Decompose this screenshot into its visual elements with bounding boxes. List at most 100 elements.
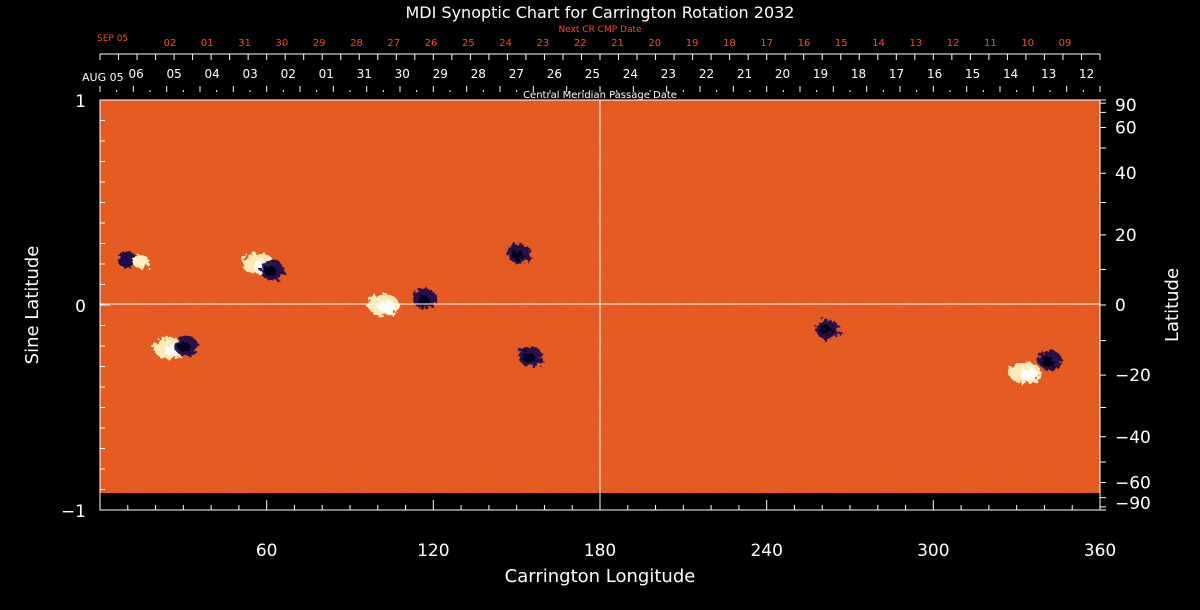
x-tick-label: 60 bbox=[256, 541, 278, 561]
negative-polarity-core bbox=[819, 325, 832, 336]
positive-polarity-core bbox=[1020, 368, 1038, 381]
positive-polarity-patch bbox=[133, 254, 150, 269]
x-axis: 60 120 180 240 300 360 bbox=[99, 500, 1116, 561]
y-right-tick-label: −90 bbox=[1115, 494, 1151, 514]
next-cr-start-label: SEP 05 bbox=[97, 34, 128, 44]
cmp-date-label: 17 bbox=[889, 67, 904, 81]
next-cr-date-label: 14 bbox=[872, 38, 885, 49]
cmp-date-label: 16 bbox=[927, 67, 942, 81]
negative-polarity-core bbox=[264, 266, 277, 277]
y-right-tick-label: −40 bbox=[1115, 428, 1151, 448]
next-cr-date-label: 02 bbox=[164, 38, 177, 49]
chart-title: MDI Synoptic Chart for Carrington Rotati… bbox=[406, 3, 795, 22]
negative-polarity-core bbox=[1042, 356, 1054, 367]
y-left-tick-label: 0 bbox=[75, 297, 86, 317]
cmp-date-label: 01 bbox=[319, 67, 334, 81]
cmp-date-label: 15 bbox=[965, 67, 980, 81]
y-right-tick-label: 60 bbox=[1115, 118, 1137, 138]
cmp-caption: Central Meridian Passage Date bbox=[523, 90, 677, 101]
cmp-date-label: 28 bbox=[471, 67, 486, 81]
active-region bbox=[174, 336, 199, 356]
active-region bbox=[260, 260, 285, 281]
next-cr-date-label: 13 bbox=[909, 38, 922, 49]
cmp-date-label: 25 bbox=[585, 67, 600, 81]
x-tick-label: 120 bbox=[417, 541, 449, 561]
next-cr-date-label: 18 bbox=[723, 38, 736, 49]
cmp-date-label: 13 bbox=[1041, 67, 1056, 81]
next-cr-date-label: 20 bbox=[648, 38, 661, 49]
active-region bbox=[507, 243, 532, 264]
active-region bbox=[1009, 361, 1041, 384]
next-cr-date-label: 27 bbox=[387, 38, 400, 49]
next-cr-date-label: 11 bbox=[984, 38, 997, 49]
active-region bbox=[367, 294, 400, 316]
next-cr-date-label: 17 bbox=[760, 38, 773, 49]
y-right-tick-label: −20 bbox=[1115, 366, 1151, 386]
cmp-date-label: 26 bbox=[547, 67, 562, 81]
negative-polarity-core bbox=[178, 342, 191, 352]
positive-polarity-core bbox=[378, 301, 397, 313]
next-cr-date-label: 09 bbox=[1059, 38, 1072, 49]
next-cr-date-label: 26 bbox=[425, 38, 438, 49]
y-right-tick-label: 20 bbox=[1115, 226, 1137, 246]
active-region bbox=[117, 251, 150, 269]
y-right-axis-label: Latitude bbox=[1162, 268, 1183, 342]
cmp-ticks bbox=[99, 86, 1101, 92]
negative-polarity-core bbox=[522, 352, 535, 363]
cmp-date-label: 04 bbox=[205, 67, 220, 81]
y-right-tick-label: 40 bbox=[1115, 164, 1137, 184]
next-cr-date-label: 15 bbox=[835, 38, 848, 49]
y-left-axis-label: Sine Latitude bbox=[22, 246, 43, 365]
y-right-tick-label: −60 bbox=[1115, 474, 1151, 494]
cmp-date-label: 06 bbox=[128, 67, 143, 81]
cmp-date-label: 20 bbox=[775, 67, 790, 81]
cmp-date-label: 18 bbox=[851, 67, 866, 81]
active-regions bbox=[117, 243, 1062, 384]
x-tick-label: 360 bbox=[1084, 541, 1116, 561]
x-tick-label: 300 bbox=[917, 541, 949, 561]
active-region bbox=[413, 288, 437, 309]
active-region bbox=[518, 346, 543, 367]
next-cr-date-label: 01 bbox=[201, 38, 214, 49]
cmp-date-label: 19 bbox=[813, 67, 828, 81]
next-cr-date-label: 21 bbox=[611, 38, 624, 49]
cmp-date-label: 27 bbox=[509, 67, 524, 81]
y-left-tick-label: 1 bbox=[75, 92, 86, 112]
y-left-axis: 1 0 −1 bbox=[61, 92, 110, 522]
active-region bbox=[1038, 350, 1062, 371]
x-tick-label: 180 bbox=[584, 541, 616, 561]
next-cr-ticks bbox=[99, 54, 1101, 60]
next-cr-date-label: 16 bbox=[798, 38, 811, 49]
next-cr-caption: Next CR CMP Date bbox=[558, 25, 642, 35]
next-cr-date-label: 24 bbox=[499, 38, 512, 49]
next-cr-date-labels: 02 01 31 30 29 28 27 26 25 24 23 22 21 20 19 18 17 16 15 14… bbox=[164, 38, 1072, 49]
x-tick-label: 240 bbox=[750, 541, 782, 561]
x-axis-label: Carrington Longitude bbox=[505, 566, 696, 587]
cmp-date-label: 12 bbox=[1079, 67, 1094, 81]
cmp-start-label: AUG 05 bbox=[82, 71, 124, 84]
next-cr-date-label: 10 bbox=[1021, 38, 1034, 49]
cmp-date-labels: 06 05 04 03 02 01 31 30 29 28 27 26 25 24 23 22 21 20 19 18… bbox=[128, 67, 1094, 81]
cmp-date-label: 24 bbox=[623, 67, 638, 81]
cmp-date-label: 29 bbox=[433, 67, 448, 81]
next-cr-date-label: 28 bbox=[350, 38, 363, 49]
next-cr-date-label: 29 bbox=[313, 38, 326, 49]
next-cr-date-label: 30 bbox=[276, 38, 289, 49]
next-cr-date-label: 31 bbox=[238, 38, 251, 49]
negative-polarity-patch bbox=[117, 251, 138, 268]
next-cr-date-label: 23 bbox=[537, 38, 550, 49]
y-right-tick-label: 90 bbox=[1115, 96, 1137, 116]
cmp-date-label: 02 bbox=[281, 67, 296, 81]
y-right-tick-label: 0 bbox=[1115, 296, 1126, 316]
cmp-date-label: 14 bbox=[1003, 67, 1018, 81]
cmp-date-label: 22 bbox=[699, 67, 714, 81]
cmp-date-label: 03 bbox=[243, 67, 258, 81]
y-left-tick-label: −1 bbox=[61, 502, 86, 522]
active-region bbox=[815, 319, 840, 340]
cmp-date-label: 21 bbox=[737, 67, 752, 81]
negative-polarity-core bbox=[511, 249, 524, 260]
cmp-date-label: 30 bbox=[395, 67, 410, 81]
next-cr-date-label: 12 bbox=[947, 38, 960, 49]
